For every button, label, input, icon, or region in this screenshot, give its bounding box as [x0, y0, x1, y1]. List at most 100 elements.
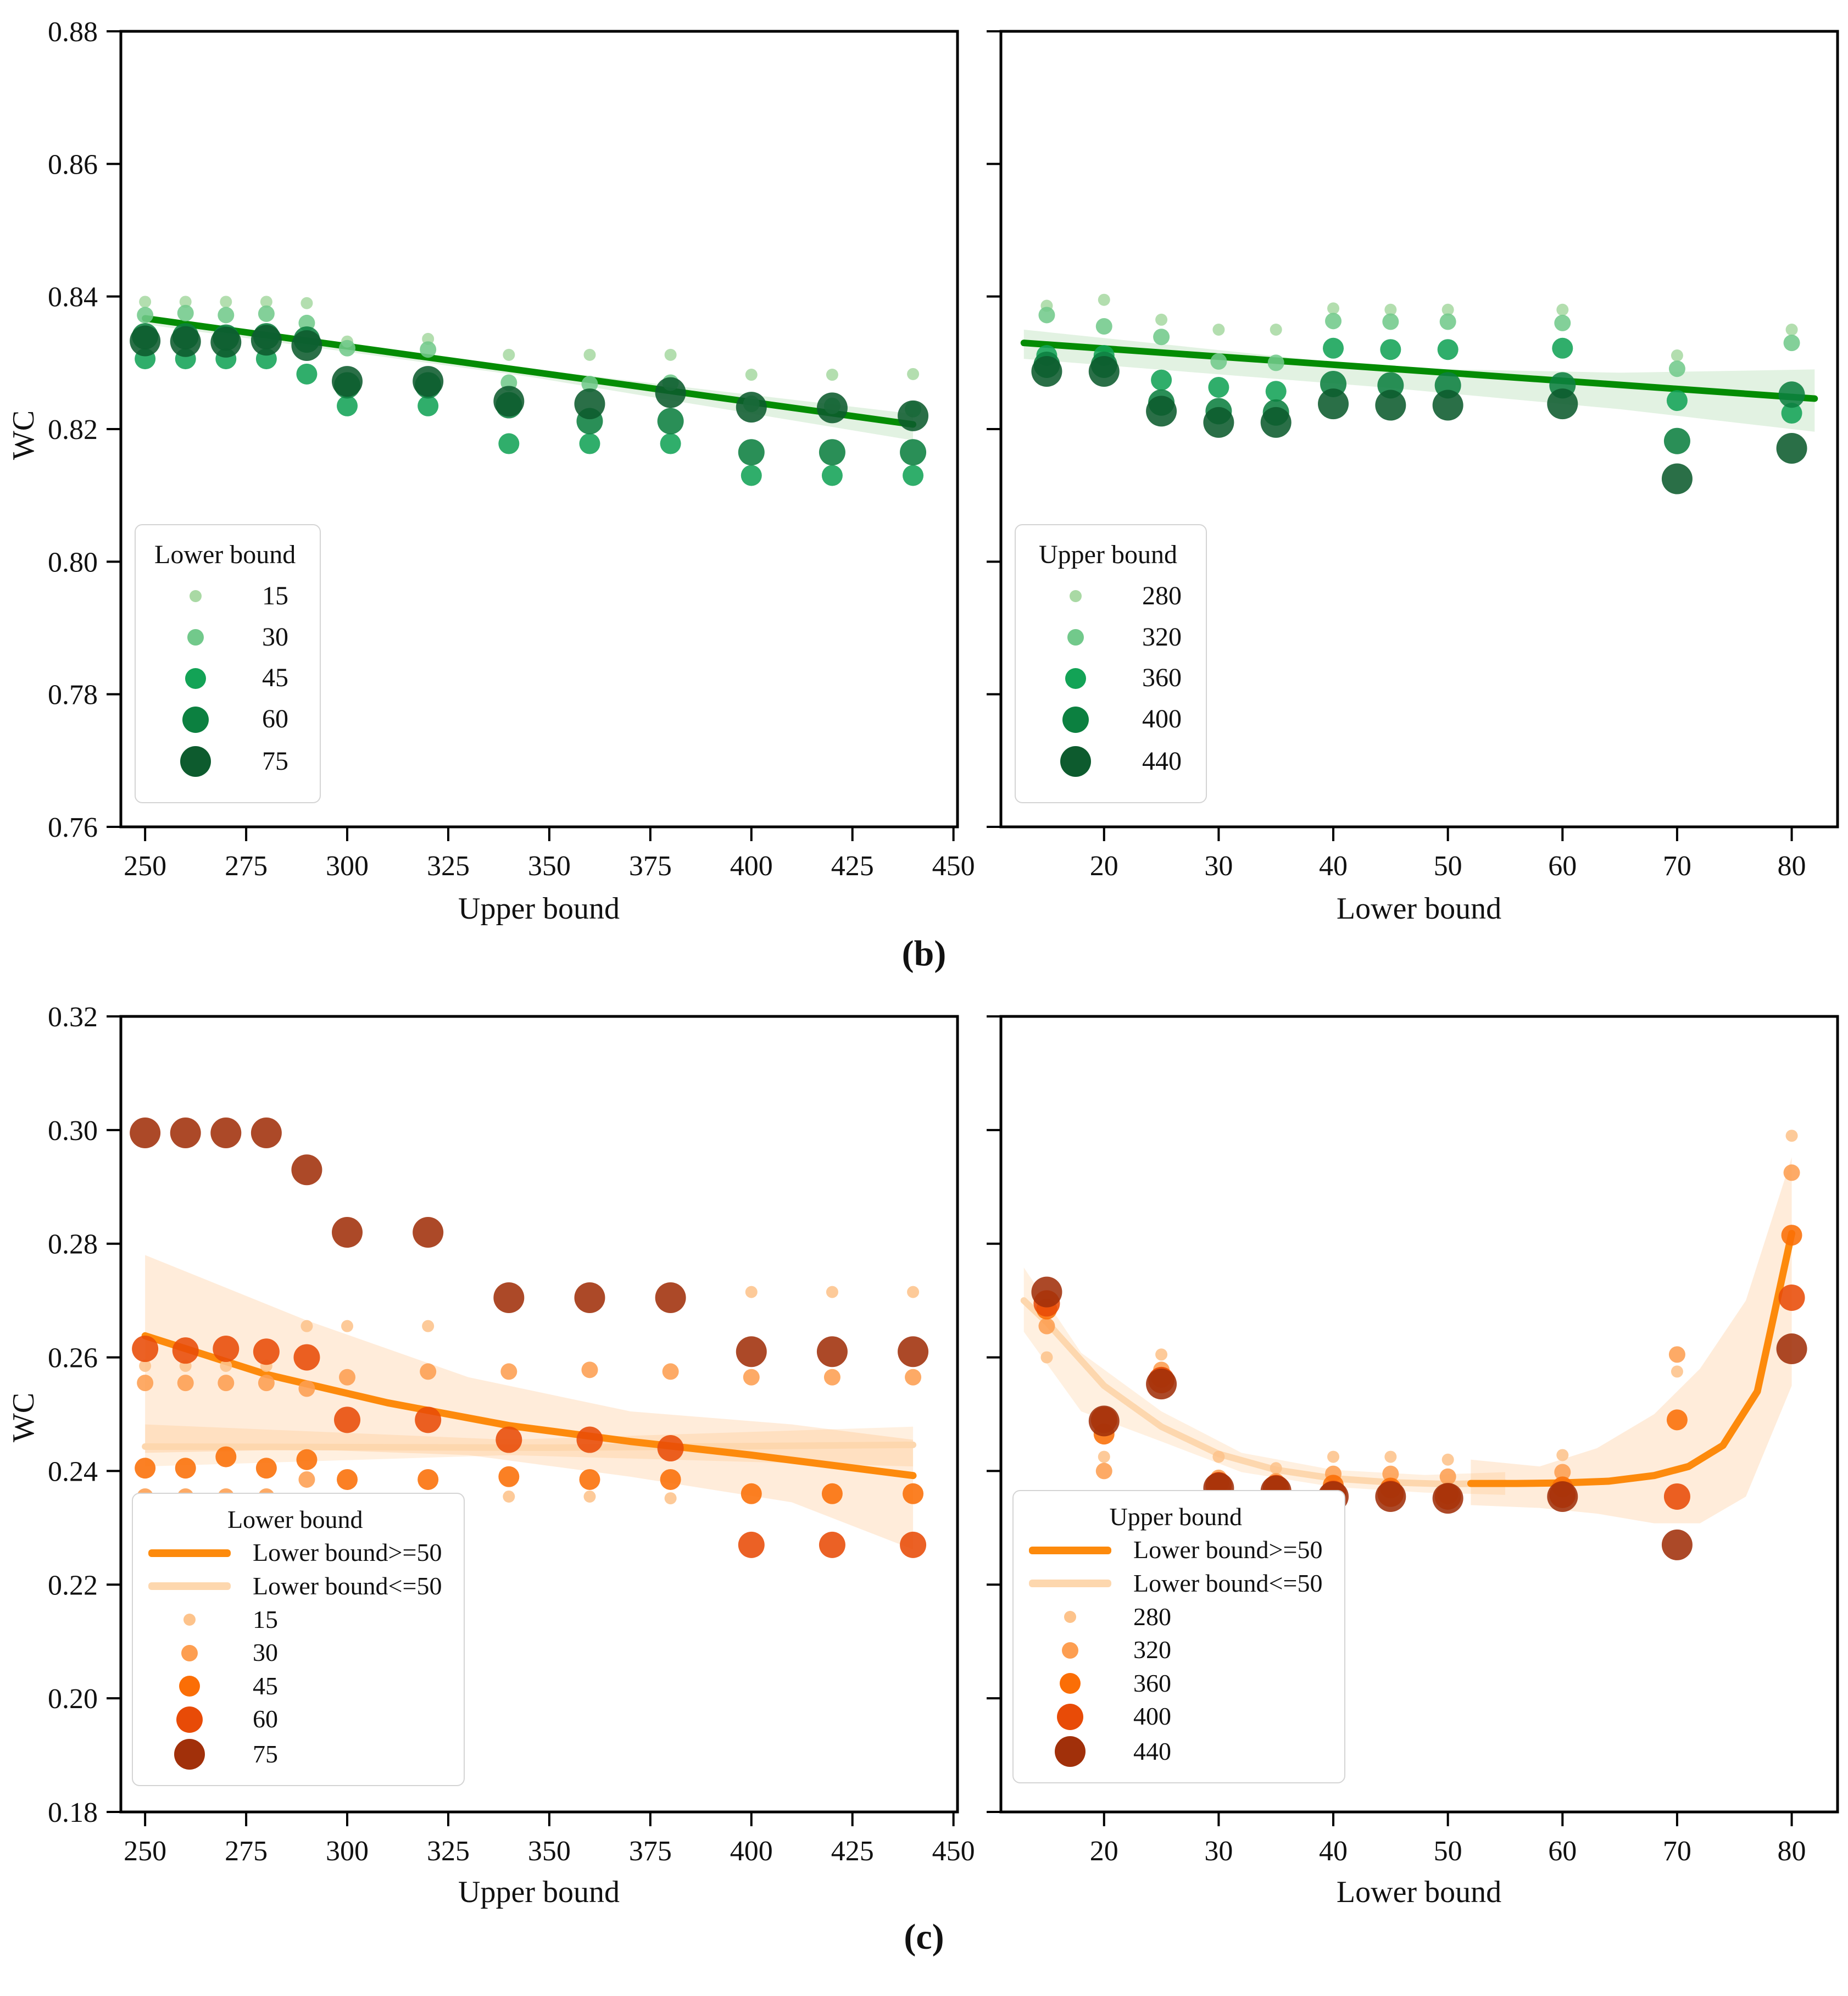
x-tick-label: 50: [1434, 850, 1462, 882]
legend-entry-label: 15: [253, 1605, 278, 1633]
data-point: [579, 1469, 600, 1490]
data-point: [1038, 1317, 1055, 1335]
y-tick-label: 0.30: [48, 1115, 98, 1147]
data-point: [1785, 324, 1798, 336]
data-point: [1556, 1449, 1569, 1461]
data-point: [1778, 1284, 1805, 1311]
data-point: [260, 296, 272, 308]
legend-line-entry: Lower bound>=50: [1029, 1536, 1322, 1564]
data-point: [1327, 302, 1340, 315]
legend-size-entry: 45: [154, 664, 296, 693]
data-point: [337, 395, 358, 416]
legend-size-entry: 30: [148, 1639, 442, 1667]
data-point: [1552, 337, 1573, 359]
x-tick-label: 325: [427, 850, 470, 882]
data-point: [1212, 324, 1225, 336]
y-axis-title: WC: [7, 1392, 41, 1443]
legend-size-entry: 15: [148, 1605, 442, 1634]
data-point: [1783, 1164, 1800, 1181]
data-point: [341, 1320, 354, 1332]
data-point: [1095, 318, 1112, 335]
legend-line-entry: Lower bound<=50: [148, 1572, 442, 1600]
y-axis-title: WC: [7, 410, 41, 460]
data-point: [819, 439, 845, 466]
legend-dot-column: [154, 668, 237, 689]
scatter-plot-canvas: 250 275 300 325 350 375 400 425 450 0.18 0.20 0.22 0…: [48, 1002, 975, 1867]
data-point: [137, 307, 154, 324]
data-point: [576, 1426, 603, 1453]
data-point: [1375, 390, 1406, 421]
y-tick-label: 0.32: [48, 1002, 98, 1033]
legend-entry-label: 60: [253, 1705, 278, 1733]
trend-line: [142, 1441, 917, 1452]
data-point: [177, 1375, 194, 1392]
data-point: [1663, 1483, 1690, 1510]
x-tick-label: 30: [1204, 1836, 1233, 1867]
data-point: [1088, 356, 1120, 387]
data-point: [413, 1217, 444, 1248]
data-point: [1554, 1464, 1571, 1481]
scatter-plot-canvas: 20 30 40 50 60 70 80: [987, 1015, 1839, 1867]
y-tick-label: 0.76: [48, 812, 98, 843]
data-point: [1382, 313, 1399, 330]
y-tick-label: 0.26: [48, 1343, 98, 1374]
data-point: [415, 1406, 442, 1433]
data-point: [736, 1336, 767, 1367]
legend-size-entry: 60: [154, 704, 296, 734]
data-point: [1380, 339, 1401, 360]
data-point: [574, 388, 605, 420]
legend-entry-label: 75: [253, 1739, 278, 1768]
data-point: [503, 1490, 515, 1503]
legend-dot: [1065, 668, 1086, 689]
y-tick-label: 0.78: [48, 680, 98, 711]
x-tick-label: 70: [1663, 1836, 1691, 1867]
data-point: [291, 1154, 322, 1186]
x-tick-label: 275: [225, 850, 268, 882]
legend-dot-column: [1034, 706, 1117, 733]
data-point: [220, 1360, 232, 1372]
data-point: [738, 1531, 765, 1558]
data-point: [135, 1458, 156, 1479]
data-point: [253, 1338, 280, 1365]
legend-dot-column: [1034, 629, 1117, 646]
legend-dot-column: [148, 1644, 231, 1661]
y-tick-label: 0.80: [48, 547, 98, 578]
data-point: [291, 330, 322, 361]
legend-size-entry: 360: [1034, 664, 1182, 693]
data-point: [1556, 303, 1569, 316]
legend-title: Upper bound: [1039, 540, 1177, 570]
data-point: [177, 304, 194, 321]
data-point: [300, 1320, 313, 1332]
legend-line-swatch: [148, 1549, 231, 1557]
data-point: [660, 1469, 681, 1490]
legend-entry-label: 400: [1133, 1702, 1171, 1731]
x-tick-label: 250: [124, 850, 166, 882]
legend-entry-label: Lower bound>=50: [1133, 1536, 1323, 1564]
data-point: [213, 1336, 240, 1363]
data-point: [907, 368, 920, 380]
data-point: [1098, 1450, 1110, 1463]
legend-swatch-column: [1029, 1580, 1111, 1588]
data-point: [1441, 303, 1454, 316]
legend-dot: [174, 1739, 205, 1770]
data-point: [255, 1458, 277, 1479]
data-point: [139, 1360, 152, 1372]
legend-title: Upper bound: [1109, 1502, 1242, 1531]
data-point: [745, 1286, 758, 1298]
data-point: [179, 296, 192, 308]
x-tick-label: 60: [1548, 1836, 1577, 1867]
data-point: [298, 1380, 315, 1397]
legend-dot: [187, 629, 204, 646]
data-point: [500, 1363, 517, 1380]
legend-swatch-column: [148, 1549, 231, 1557]
data-point: [296, 363, 318, 385]
data-point: [296, 1449, 318, 1470]
legend-entry-label: 280: [1142, 581, 1182, 610]
data-point: [898, 1336, 929, 1367]
legend-dot: [183, 1613, 196, 1626]
data-point: [1375, 1481, 1406, 1512]
axis-layer: 20 30 40 50 60 70 80: [987, 30, 1839, 882]
x-tick-label: 20: [1090, 850, 1118, 882]
data-point: [900, 1531, 927, 1558]
data-point: [579, 433, 600, 454]
